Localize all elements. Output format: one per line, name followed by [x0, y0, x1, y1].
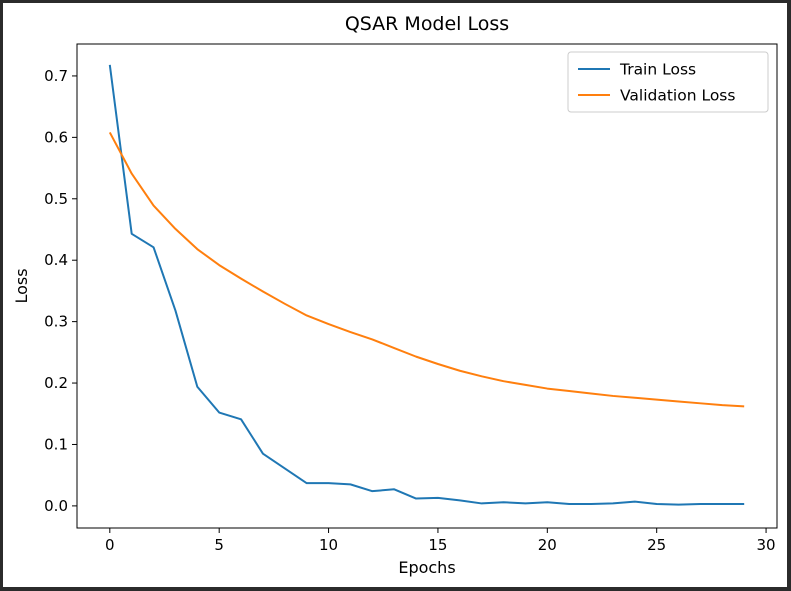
- x-tick-label: 25: [647, 536, 666, 554]
- y-tick-label: 0.6: [44, 128, 68, 146]
- axis-ticks: 0 5 10 15 20 25 30 0.0 0.1 0.2 0.3 0.4 0.5 0.6 0.7: [44, 67, 775, 554]
- x-axis-label: Epochs: [398, 558, 455, 577]
- plot-frame: [76, 43, 778, 529]
- x-tick-label: 30: [757, 536, 776, 554]
- series-line-validation-loss: [108, 131, 745, 408]
- y-tick-label: 0.7: [44, 67, 68, 85]
- series-line-train-loss: [108, 64, 745, 506]
- legend-label: Validation Loss: [620, 87, 735, 105]
- y-tick-label: 0.4: [44, 251, 68, 269]
- y-axis-label: Loss: [12, 268, 31, 303]
- y-tick-label: 0.0: [44, 497, 68, 515]
- x-tick-label: 5: [214, 536, 224, 554]
- legend-label: Train Loss: [619, 61, 696, 79]
- chart-title: QSAR Model Loss: [345, 13, 509, 35]
- y-tick-label: 0.2: [44, 374, 68, 392]
- y-tick-label: 0.1: [44, 435, 68, 453]
- legend: Train Loss Validation Loss: [567, 51, 769, 113]
- y-tick-label: 0.3: [44, 313, 68, 331]
- x-tick-label: 15: [428, 536, 447, 554]
- x-tick-label: 0: [105, 536, 115, 554]
- series-lines: [108, 64, 745, 506]
- loss-chart: QSAR Model Loss 0 5 10 15 20 25 30 0.0 0.1 0.2 0.3…: [12, 13, 778, 577]
- chart-figure: QSAR Model Loss 0 5 10 15 20 25 30 0.0 0.1 0.2 0.3…: [3, 3, 787, 587]
- x-tick-label: 20: [538, 536, 557, 554]
- legend-box: [567, 51, 769, 113]
- x-tick-label: 10: [319, 536, 338, 554]
- y-tick-label: 0.5: [44, 190, 68, 208]
